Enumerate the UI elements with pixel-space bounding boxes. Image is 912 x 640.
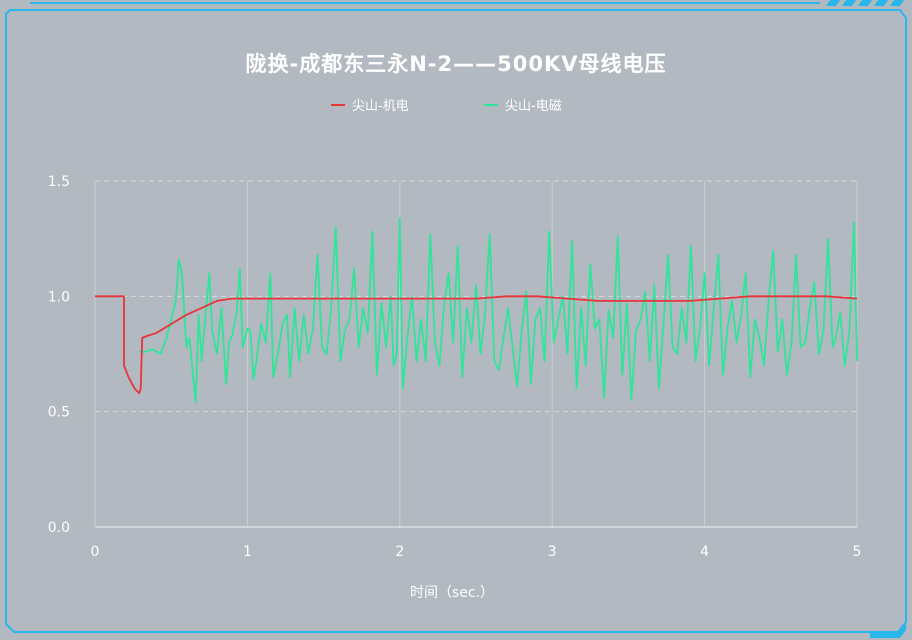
frame-corner-stripes	[826, 0, 904, 6]
grid	[95, 180, 858, 527]
legend-item-0[interactable]: 尖山-机电	[331, 99, 409, 114]
legend-item-1[interactable]: 尖山-电磁	[484, 99, 562, 114]
series-line-1	[139, 216, 858, 404]
legend: 尖山-机电 尖山-电磁	[331, 99, 562, 114]
y-tick-label-0: 0.0	[48, 520, 70, 536]
axes	[94, 181, 857, 528]
chart-title: 陇换-成都东三永N-2——500KV母线电压	[246, 52, 667, 76]
x-tick-label-0: 0	[91, 544, 100, 560]
x-tick-label-5: 5	[853, 544, 862, 560]
y-tick-label-1: 0.5	[48, 405, 70, 421]
x-tick-label-2: 2	[395, 544, 404, 560]
y-tick-label-2: 1.0	[48, 289, 70, 305]
frame-bottom-corner	[870, 622, 906, 638]
y-tick-label-3: 1.5	[48, 174, 70, 190]
x-tick-label-3: 3	[548, 544, 557, 560]
x-tick-label-4: 4	[700, 544, 709, 560]
series	[95, 216, 858, 404]
x-axis-label: 时间（sec.）	[410, 585, 494, 601]
tick-labels: 0.0 0.5 1.0 1.5 0 1 2 3 4 5	[48, 174, 862, 560]
x-tick-label-1: 1	[243, 544, 252, 560]
legend-label-1: 尖山-电磁	[505, 99, 562, 114]
series-line-0	[95, 295, 858, 395]
legend-label-0: 尖山-机电	[352, 99, 409, 114]
